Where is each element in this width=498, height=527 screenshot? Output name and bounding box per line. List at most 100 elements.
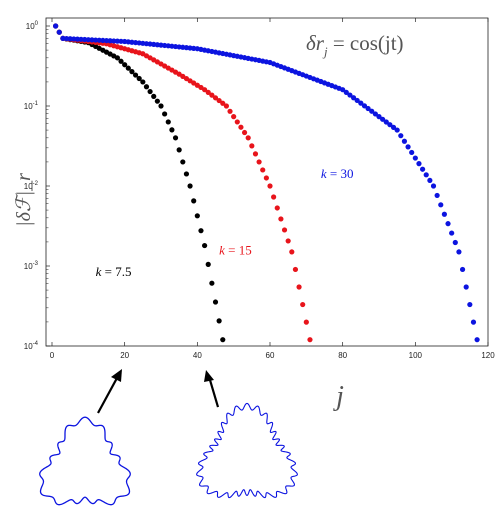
data-point — [420, 166, 426, 172]
series-label-k: k — [96, 264, 102, 279]
data-point — [238, 124, 244, 130]
data-point — [114, 55, 120, 61]
data-point — [132, 72, 139, 78]
data-point — [271, 194, 277, 200]
data-point — [416, 161, 422, 167]
data-point — [198, 228, 204, 234]
x-tick-label: 0 — [50, 351, 55, 360]
data-point — [212, 299, 219, 305]
data-point — [143, 84, 150, 90]
data-point — [467, 301, 473, 308]
data-point — [118, 58, 124, 64]
data-point — [176, 147, 182, 153]
data-point — [245, 135, 251, 141]
data-point — [256, 159, 262, 165]
data-point — [383, 119, 389, 125]
data-point — [202, 242, 208, 249]
data-point — [194, 213, 200, 219]
data-point — [412, 155, 418, 161]
data-point — [220, 337, 226, 343]
data-point — [474, 337, 480, 343]
data-point — [53, 23, 59, 29]
y-tick-label: 10-1 — [24, 101, 39, 111]
data-point — [267, 183, 273, 189]
x-tick-label: 120 — [481, 351, 495, 360]
data-point — [56, 29, 62, 35]
data-point — [372, 111, 378, 117]
data-point — [430, 183, 437, 189]
x-tick-label: 60 — [266, 351, 275, 360]
series-2: k = 30 — [53, 23, 480, 343]
y-tick-label: 10-4 — [24, 341, 39, 351]
axis-ticks: 0 20 40 60 80 100 120 100 10-1 10-2 10-3 10-4 — [24, 18, 495, 360]
y-tick-label: 10-2 — [24, 181, 39, 191]
data-point — [187, 183, 193, 189]
data-point — [260, 167, 266, 173]
data-point — [205, 261, 211, 267]
data-point — [158, 103, 164, 109]
data-point — [343, 89, 349, 95]
data-point — [281, 227, 288, 233]
x-tick-label: 40 — [193, 351, 202, 360]
data-point — [300, 301, 306, 308]
data-point — [205, 89, 211, 95]
data-point — [212, 95, 219, 101]
data-point — [172, 135, 179, 141]
series-label: k = 15 — [219, 242, 252, 257]
series-0: k = 7.5 — [53, 23, 226, 343]
data-point — [285, 238, 291, 244]
x-tick-label: 20 — [120, 351, 129, 360]
data-point — [249, 143, 255, 149]
data-point — [365, 105, 371, 112]
data-point — [459, 266, 466, 273]
data-point — [358, 100, 364, 106]
series-label: k = 30 — [321, 166, 354, 181]
plot-frame — [45, 17, 489, 347]
data-point — [241, 129, 248, 136]
data-point — [292, 266, 299, 273]
data-point — [307, 337, 313, 343]
data-point — [191, 198, 197, 204]
arrow-1 — [97, 369, 122, 414]
data-point — [441, 211, 447, 217]
data-point — [209, 92, 215, 98]
data-point — [289, 249, 295, 255]
series-label-k: k — [219, 242, 225, 257]
formula-lhs: δr — [306, 31, 325, 55]
x-tick-label: 80 — [338, 351, 347, 360]
shape-inset-k-15 — [196, 402, 298, 499]
data-point — [350, 95, 357, 101]
formula-label: δrj = cos(jt) — [306, 31, 404, 59]
data-point — [216, 97, 222, 104]
data-point — [231, 114, 237, 120]
data-point — [216, 318, 222, 324]
data-point — [434, 192, 440, 199]
formula-rhs: = cos(jt) — [328, 31, 404, 55]
data-point — [456, 249, 462, 255]
data-point — [390, 124, 397, 130]
data-point — [162, 111, 168, 117]
data-point — [147, 88, 153, 95]
data-point — [296, 284, 302, 290]
y-tick-label: 100 — [26, 21, 39, 31]
data-point — [380, 116, 386, 122]
data-point — [165, 119, 171, 125]
arrow-2 — [204, 370, 220, 408]
series-label-value: = 30 — [327, 166, 354, 181]
data-point — [234, 119, 240, 125]
data-point — [223, 103, 229, 109]
data-point — [409, 149, 415, 156]
data-point — [140, 79, 146, 85]
data-point — [452, 239, 458, 246]
x-tick-label: 100 — [409, 351, 423, 360]
shape-inset-k-7-5 — [39, 416, 131, 506]
series-label: k = 7.5 — [96, 264, 132, 279]
data-point — [340, 87, 346, 93]
series-label-value: = 7.5 — [101, 264, 131, 279]
data-point — [423, 172, 429, 178]
data-point — [347, 92, 353, 98]
data-point — [180, 159, 186, 165]
data-point — [445, 221, 451, 227]
data-point — [278, 216, 284, 222]
